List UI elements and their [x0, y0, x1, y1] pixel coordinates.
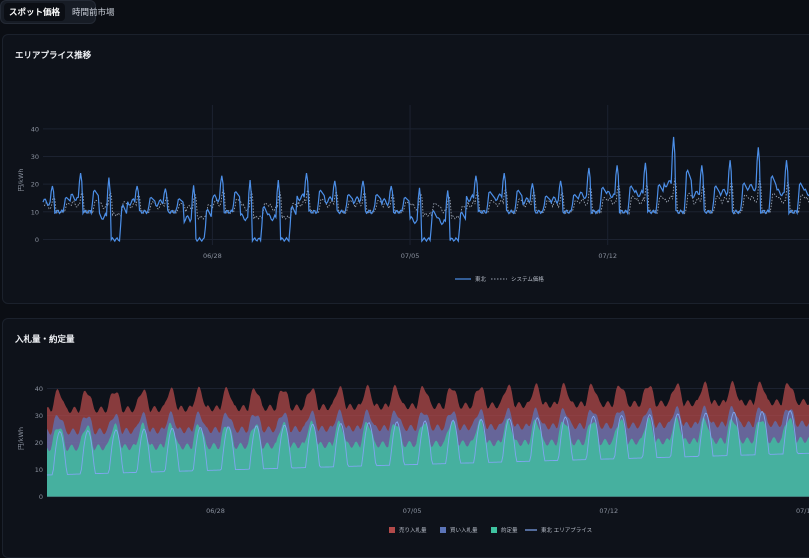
- legend-label-sell: 売り入札量: [399, 526, 427, 534]
- y-tick-label: 30: [35, 412, 43, 420]
- x-tick-label: 07/12: [598, 252, 617, 260]
- area-price-title: エリアプライス推移: [15, 51, 92, 61]
- y-tick-label: 20: [35, 439, 43, 447]
- legend-swatch-buy: [440, 527, 446, 533]
- bid-volume-title: 入札量・約定量: [15, 335, 75, 345]
- bid-volume-card: 入札量・約定量 0 10 20 30 40 円/kWh 06/28 07/05 07/12 07/…: [2, 318, 809, 558]
- market-tabs: スポット価格 時間前市場: [0, 0, 115, 24]
- area-price-card: エリアプライス推移 0 10 20 30 40 円/kWh 06/28 07/05 07/12 東…: [2, 34, 809, 304]
- x-tick-label: 07/12: [599, 507, 618, 515]
- bid-volume-chart: 0 10 20 30 40 円/kWh 06/28 07/05 07/12 07/19 売り入札量 買…: [17, 380, 809, 534]
- x-tick-label: 06/28: [206, 507, 225, 515]
- y-tick-label: 0: [39, 493, 43, 501]
- series-line-tohoku-area-price: [46, 410, 809, 476]
- legend-label-system-price: システム価格: [511, 275, 544, 283]
- tab-spot-price[interactable]: スポット価格: [4, 3, 66, 21]
- y-axis-label: 円/kWh: [17, 427, 25, 450]
- y-tick-label: 20: [31, 181, 39, 189]
- x-tick-label: 07/05: [401, 252, 420, 260]
- tab-intraday-market[interactable]: 時間前市場: [72, 8, 115, 18]
- x-tick-label: 06/28: [203, 252, 222, 260]
- legend-label-contract: 約定量: [501, 526, 518, 534]
- y-tick-label: 30: [31, 153, 39, 161]
- y-tick-label: 10: [31, 208, 39, 216]
- legend-swatch-contract: [491, 527, 497, 533]
- legend-label-tohoku: 東北: [475, 275, 487, 283]
- x-tick-label: 07/05: [403, 507, 422, 515]
- legend-label-price: 東北 エリアプライス: [541, 526, 592, 534]
- series-line-system-price: [43, 178, 809, 221]
- series-line-tohoku: [42, 136, 809, 244]
- y-tick-label: 40: [35, 385, 43, 393]
- y-tick-label: 0: [35, 236, 39, 244]
- x-tick-label: 07/19: [796, 507, 809, 515]
- legend-label-buy: 買い入札量: [450, 526, 478, 534]
- legend-swatch-sell: [389, 527, 395, 533]
- y-tick-label: 40: [31, 125, 39, 133]
- area-price-chart: 0 10 20 30 40 円/kWh 06/28 07/05 07/12 東北 システム価格: [17, 105, 809, 283]
- area-contracted-volume: [47, 416, 809, 497]
- y-tick-label: 10: [35, 466, 43, 474]
- y-axis-label: 円/kWh: [17, 168, 25, 191]
